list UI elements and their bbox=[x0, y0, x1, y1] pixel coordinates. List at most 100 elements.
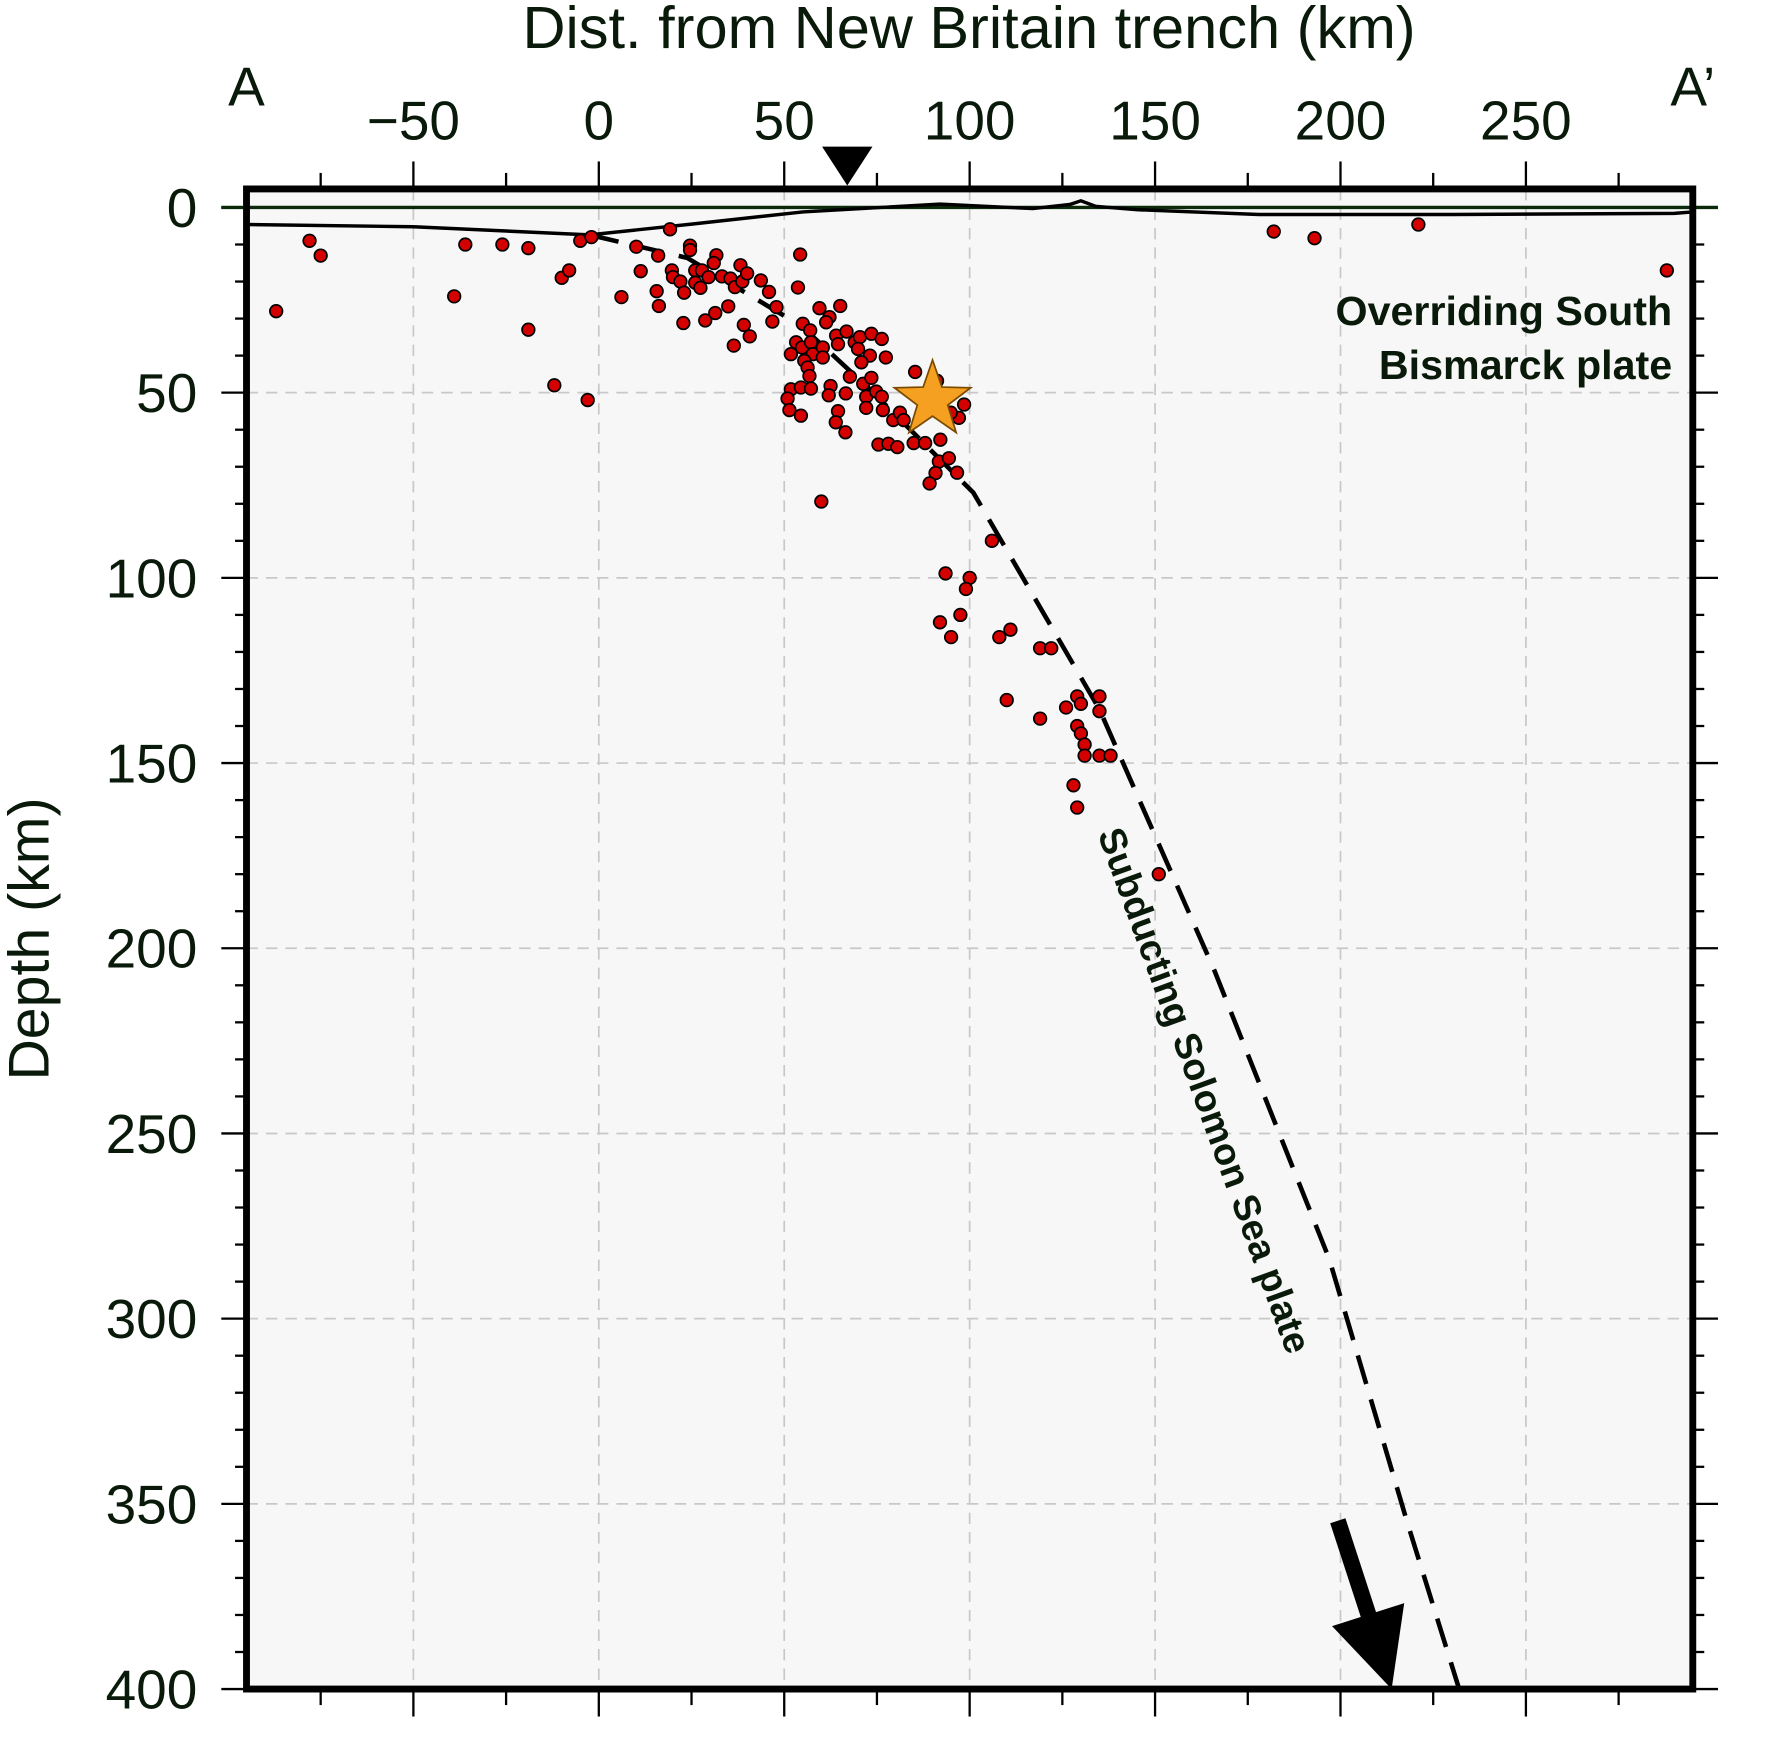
earthquake-point bbox=[874, 389, 889, 404]
earthquake-point bbox=[812, 301, 827, 316]
y-tick-label: 300 bbox=[106, 1288, 198, 1350]
earthquake-point bbox=[1266, 224, 1281, 239]
y-tick-label: 350 bbox=[106, 1473, 198, 1535]
earthquake-point bbox=[1070, 800, 1085, 815]
earthquake-point bbox=[521, 241, 536, 256]
earthquake-point bbox=[859, 400, 874, 416]
earthquake-point bbox=[458, 237, 473, 252]
earthquake-point bbox=[875, 402, 891, 418]
chart-title: Dist. from New Britain trench (km) bbox=[523, 0, 1416, 61]
earthquake-point bbox=[917, 435, 933, 451]
earthquake-point bbox=[793, 247, 808, 262]
y-axis-label: Depth (km) bbox=[0, 797, 61, 1080]
earthquake-point bbox=[753, 273, 769, 288]
earthquake-point bbox=[803, 335, 819, 350]
earthquake-point bbox=[852, 329, 868, 345]
earthquake-point bbox=[633, 264, 648, 279]
earthquake-point bbox=[721, 299, 736, 314]
profile-layer bbox=[221, 198, 1718, 1690]
earthquake-point bbox=[780, 391, 795, 406]
plot-frame bbox=[243, 185, 1697, 1693]
earthquake-point bbox=[992, 629, 1007, 645]
earthquake-point bbox=[313, 248, 328, 263]
earthquake-point bbox=[821, 388, 836, 403]
earthquake-point bbox=[736, 317, 751, 333]
earthquake-point bbox=[269, 304, 284, 319]
earthquake-point bbox=[698, 313, 713, 328]
earthquake-point bbox=[933, 432, 948, 447]
earthquake-point bbox=[1058, 700, 1074, 715]
earthquake-point bbox=[1003, 622, 1018, 637]
earthquake-point bbox=[1411, 217, 1426, 232]
earthquake-point bbox=[984, 533, 1000, 548]
earthquake-point bbox=[838, 425, 853, 440]
overriding-plate-label-2: Bismarck plate bbox=[1379, 342, 1672, 388]
earthquake-point bbox=[580, 392, 595, 408]
earthquake-point bbox=[584, 229, 599, 245]
topography-line bbox=[246, 198, 1693, 237]
earthquake-point bbox=[803, 323, 818, 338]
earthquake-point bbox=[1092, 704, 1107, 719]
y-tick-label: 150 bbox=[106, 733, 198, 795]
earthquake-point bbox=[874, 331, 889, 347]
earthquake-point bbox=[949, 465, 965, 480]
x-tick-label: −50 bbox=[367, 90, 460, 152]
earthquake-point bbox=[878, 350, 893, 365]
earthquake-point bbox=[521, 322, 536, 337]
earthquake-point bbox=[864, 370, 879, 386]
y-tick-label: 100 bbox=[106, 547, 198, 609]
earthquake-point bbox=[793, 408, 809, 423]
earthquake-point bbox=[651, 298, 667, 314]
y-tick-label: 200 bbox=[106, 918, 198, 980]
earthquake-point bbox=[742, 329, 757, 344]
profile-end-label: A’ bbox=[1670, 55, 1715, 117]
earthquake-point bbox=[1044, 641, 1059, 656]
slab-top-line bbox=[589, 232, 1462, 1690]
earthquake-point bbox=[739, 266, 755, 281]
earthquake-point bbox=[708, 305, 723, 321]
earthquake-point bbox=[561, 263, 577, 278]
overriding-plate-label-1: Overriding South bbox=[1336, 288, 1673, 334]
earthquake-point bbox=[495, 237, 510, 252]
earthquake-point bbox=[999, 692, 1014, 708]
earthquake-point bbox=[850, 341, 866, 357]
earthquake-point bbox=[783, 346, 799, 362]
earthquake-point bbox=[922, 476, 937, 491]
earthquake-point bbox=[650, 248, 666, 263]
earthquake-point bbox=[1151, 867, 1166, 882]
x-tick-label: 50 bbox=[754, 90, 815, 152]
earthquake-point bbox=[896, 412, 911, 428]
earthquake-point bbox=[1077, 748, 1092, 763]
earthquake-point bbox=[662, 222, 678, 237]
x-tick-label: 0 bbox=[584, 90, 615, 152]
earthquake-point bbox=[782, 402, 797, 418]
earthquake-point bbox=[302, 233, 317, 248]
earthquake-point bbox=[447, 289, 462, 304]
earthquake-point bbox=[833, 298, 848, 314]
earthquake-point bbox=[726, 338, 741, 353]
earthquake-point bbox=[842, 369, 858, 384]
x-tick-label: 200 bbox=[1295, 90, 1387, 152]
earthquake-point bbox=[953, 607, 968, 623]
earthquake-point bbox=[907, 364, 923, 380]
y-tick-label: 50 bbox=[136, 362, 197, 424]
earthquake-point bbox=[941, 451, 957, 466]
earthquake-point bbox=[890, 439, 905, 455]
earthquake-point bbox=[802, 368, 817, 384]
earthquake-point bbox=[676, 315, 691, 331]
earthquake-point bbox=[765, 314, 780, 329]
earthquake-point bbox=[815, 350, 830, 365]
earthquake-point bbox=[790, 280, 806, 295]
earthquake-point bbox=[1659, 263, 1674, 278]
earthquake-point bbox=[828, 415, 843, 430]
earthquake-point bbox=[838, 386, 853, 401]
earthquake-point bbox=[818, 315, 834, 330]
earthquake-point bbox=[629, 239, 644, 254]
earthquake-point bbox=[1307, 231, 1322, 246]
earthquake-point bbox=[854, 355, 869, 370]
y-tick-label: 0 bbox=[167, 177, 198, 239]
earthquake-point bbox=[956, 397, 972, 412]
earthquake-point bbox=[676, 285, 692, 300]
